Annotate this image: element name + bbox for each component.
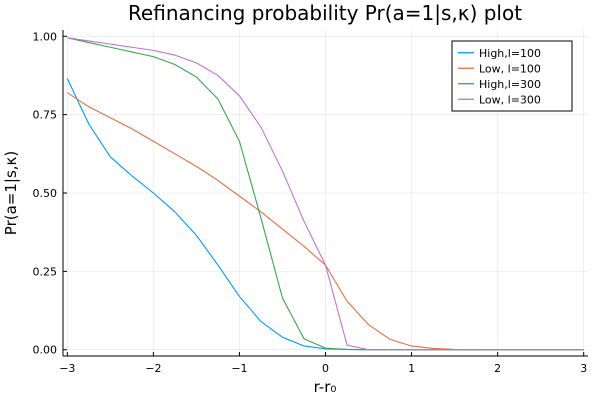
y-tick-label: 0.50 — [33, 187, 58, 200]
x-tick-label: −1 — [231, 362, 247, 375]
y-axis-label: Pr(a=1|s,κ) — [2, 151, 20, 235]
y-tick-label: 0.75 — [33, 109, 58, 122]
legend: High,l=100 Low, l=100 High,l=300 Low, l=300 — [451, 40, 573, 112]
legend-entry-label: Low, l=300 — [479, 93, 541, 106]
x-tick-label: −2 — [145, 362, 161, 375]
chart-title: Refinancing probability Pr(a=1|s,κ) plot — [128, 1, 522, 25]
x-tick-label: −3 — [59, 362, 75, 375]
y-tick-label: 0.00 — [33, 344, 58, 357]
x-tick-label: 2 — [494, 362, 501, 375]
y-tick-label: 0.25 — [33, 265, 58, 278]
legend-entry-label: Low, l=100 — [479, 62, 541, 75]
x-tick-label: 0 — [322, 362, 329, 375]
tick-labels: −3 −2 −1 0 1 2 3 0.00 0.25 0.50 0.75 1.00 — [33, 30, 588, 375]
axes — [62, 30, 588, 357]
x-axis-label: r-r₀ — [314, 378, 337, 396]
legend-entry-label: High,l=100 — [479, 47, 541, 60]
x-tick-label: 1 — [408, 362, 415, 375]
x-tick-label: 3 — [580, 362, 587, 375]
y-tick-label: 1.00 — [33, 30, 58, 43]
series-line-3 — [67, 37, 584, 351]
series-lines — [66, 37, 584, 351]
legend-entry-label: High,l=300 — [479, 78, 541, 91]
